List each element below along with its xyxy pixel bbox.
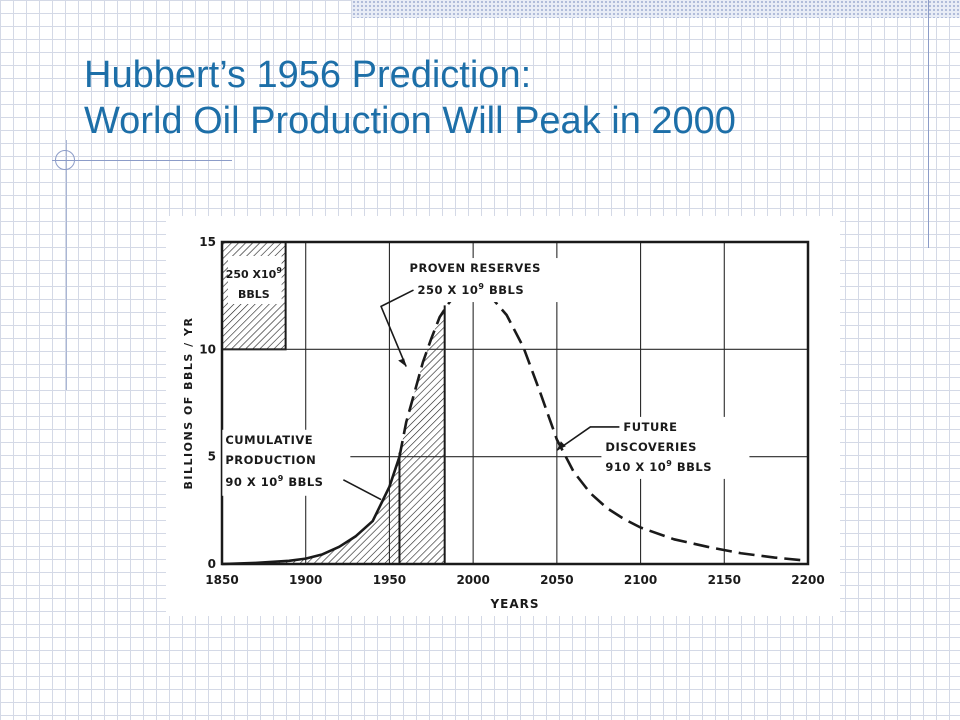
proven-reserves-arrowhead (398, 358, 407, 367)
slide-title: Hubbert’s 1956 Prediction: World Oil Pro… (84, 52, 736, 144)
cumulative-production-line-1: CUMULATIVE (225, 433, 313, 447)
x-axis-label: YEARS (489, 597, 539, 611)
x-tick-label-1850: 1850 (205, 573, 238, 587)
legend-box-line-1: 250 X109 (226, 266, 283, 281)
cumulative-production-line-3-unit: BBLS (284, 475, 324, 489)
proven-reserves-line-2: 250 X 109 BBLS (418, 282, 525, 297)
cumulative-production-label-bg (222, 429, 351, 496)
decorative-vertical-line-right (928, 0, 929, 248)
y-axis-label: BILLIONS OF BBLS / YR (182, 317, 195, 490)
plot-frame (220, 240, 810, 566)
title-circle-ornament (55, 150, 75, 170)
legend-box-superscript: 9 (276, 266, 282, 275)
slide-title-line-1: Hubbert’s 1956 Prediction: (84, 54, 532, 96)
slide-title-line-2: World Oil Production Will Peak in 2000 (84, 100, 736, 142)
x-tick-label-2000: 2000 (456, 573, 489, 587)
x-tick-label-2100: 2100 (624, 573, 657, 587)
future-discoveries-line-3-unit: BBLS (672, 460, 712, 474)
projected-production-dashed-line (398, 285, 809, 563)
x-tick-label-2150: 2150 (708, 573, 741, 587)
future-discoveries-line-3: 910 X 109 BBLS (605, 459, 712, 474)
y-tick-label-0: 0 (208, 557, 216, 571)
cumulative-production-line-2: PRODUCTION (225, 453, 316, 467)
x-tick-label-2050: 2050 (540, 573, 573, 587)
proven-reserves-hatch-area (399, 309, 445, 564)
future-discoveries-line-1: FUTURE (623, 420, 677, 434)
hubbert-chart: 1850 1900 1950 2000 2050 2100 2150 2200 0 5 10 15 YE… (182, 235, 825, 611)
future-discoveries-line-2: DISCOVERIES (605, 440, 697, 454)
future-discoveries-arrowhead (556, 441, 566, 451)
future-discoveries-line-3-superscript: 9 (666, 459, 672, 468)
historical-production-line (221, 456, 401, 566)
cumulative-production-arrow (342, 479, 382, 501)
x-tick-label-1900: 1900 (289, 573, 322, 587)
x-tick-label-2200: 2200 (791, 573, 824, 587)
legend-box-label-bg (228, 256, 282, 304)
proven-reserves-line-2-superscript: 9 (478, 282, 484, 291)
y-tick-label-5: 5 (208, 450, 216, 464)
y-tick-label-10: 10 (199, 342, 216, 356)
corner-dot-pattern (352, 0, 960, 18)
hubbert-chart-panel: 1850 1900 1950 2000 2050 2100 2150 2200 0 5 10 15 YE… (166, 216, 840, 616)
cumulative-production-line-3-superscript: 9 (278, 474, 284, 483)
x-tick-label-1950: 1950 (373, 573, 406, 587)
future-discoveries-arrow (556, 426, 620, 451)
cumulative-production-line-3: 90 X 109 BBLS (225, 474, 323, 489)
future-discoveries-label-bg (601, 416, 750, 479)
legend-box-line-2: BBLS (238, 288, 270, 301)
proven-reserves-arrow (380, 289, 414, 367)
y-tick-label-15: 15 (199, 235, 216, 249)
proven-reserves-label-bg (405, 258, 584, 303)
proven-reserves-line-2-unit: BBLS (484, 283, 524, 297)
title-underline-rule (52, 160, 232, 161)
proven-reserves-line-1: PROVEN RESERVES (410, 261, 541, 275)
decorative-vertical-line-left (66, 140, 67, 390)
